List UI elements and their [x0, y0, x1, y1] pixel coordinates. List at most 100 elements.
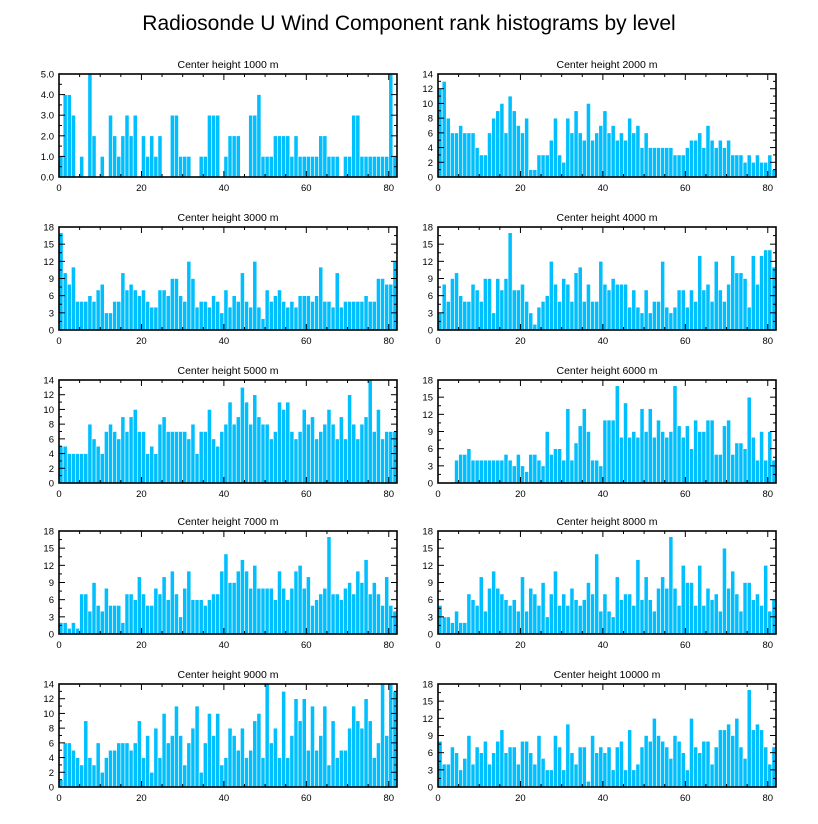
bar	[503, 132, 509, 178]
bar	[108, 312, 113, 331]
bar	[227, 135, 233, 178]
bar	[240, 387, 245, 484]
bar	[95, 445, 101, 484]
bar	[511, 746, 517, 788]
x-tick-label: 20	[136, 793, 147, 804]
bar	[750, 436, 756, 484]
bar	[231, 135, 237, 178]
bar	[553, 735, 558, 788]
bar	[116, 742, 122, 788]
bar	[454, 459, 459, 484]
bar	[750, 729, 756, 788]
bar	[680, 154, 686, 178]
bar	[705, 125, 711, 178]
bar	[594, 553, 600, 635]
bar	[207, 114, 212, 178]
bar	[548, 454, 554, 484]
bar	[367, 720, 373, 788]
bar	[507, 746, 513, 788]
bar	[627, 117, 633, 178]
bar	[75, 627, 80, 635]
x-tick-label: 60	[680, 489, 691, 500]
bar	[602, 752, 608, 788]
bar	[252, 394, 258, 484]
bar	[581, 408, 587, 484]
bar	[149, 306, 155, 331]
bar	[610, 419, 616, 484]
x-tick-label: 60	[301, 793, 312, 804]
bar	[750, 599, 756, 635]
bar	[256, 587, 262, 635]
bar	[264, 423, 270, 484]
x-tick-label: 40	[598, 489, 609, 500]
bar	[590, 593, 595, 635]
bar	[652, 436, 657, 484]
bar	[590, 459, 595, 484]
bar	[202, 742, 208, 788]
bar	[614, 746, 620, 788]
bar	[116, 438, 122, 484]
bar	[759, 729, 764, 788]
bar	[314, 295, 319, 331]
bar	[371, 301, 377, 331]
bar	[491, 570, 497, 635]
bar	[569, 587, 575, 635]
bar	[672, 154, 678, 178]
bar	[441, 283, 447, 331]
bar	[376, 278, 381, 331]
y-tick-label: 2.0	[41, 131, 54, 142]
bar	[726, 283, 731, 331]
bar	[474, 289, 480, 331]
bar	[227, 306, 233, 331]
bar	[334, 593, 340, 635]
bar	[573, 763, 579, 788]
panels: Center height 1000 m0 20 40 60 800.01.02.03.…	[41, 59, 777, 804]
bar	[664, 746, 670, 788]
bar	[746, 582, 752, 635]
bar	[363, 295, 369, 331]
bar	[759, 431, 764, 484]
bar	[722, 147, 727, 178]
bar	[202, 431, 208, 484]
bar	[161, 713, 167, 788]
panel-title: Center height 10000 m	[554, 669, 661, 681]
bar	[198, 771, 204, 788]
bar	[145, 605, 150, 635]
bar	[174, 278, 179, 331]
bar	[235, 416, 241, 484]
bar	[334, 156, 340, 178]
bar	[297, 431, 303, 484]
bar	[120, 272, 126, 331]
bar	[207, 409, 212, 484]
bar	[223, 156, 229, 178]
bar	[746, 306, 752, 331]
bar	[635, 763, 641, 788]
bar	[450, 278, 455, 331]
bar	[643, 431, 649, 484]
bar	[132, 409, 138, 484]
x-tick-label: 80	[383, 489, 394, 500]
bar	[561, 459, 567, 484]
y-tick-label: 12	[422, 84, 433, 95]
bar	[149, 605, 155, 635]
bar	[240, 727, 245, 788]
y-tick-label: 10	[43, 709, 54, 720]
bar	[174, 593, 179, 635]
bar	[310, 705, 315, 788]
bar	[330, 720, 336, 788]
bar	[359, 582, 365, 635]
bar	[668, 312, 674, 331]
bar	[680, 565, 686, 635]
bar	[87, 295, 93, 331]
bar	[153, 306, 159, 331]
bar	[322, 705, 328, 788]
bar	[71, 114, 76, 178]
bar	[182, 301, 188, 331]
x-tick-label: 40	[598, 793, 609, 804]
bar	[722, 425, 727, 484]
bar	[495, 459, 501, 484]
x-tick-label: 40	[598, 336, 609, 347]
bar	[767, 154, 773, 178]
bar	[462, 132, 468, 178]
bar	[660, 147, 666, 178]
